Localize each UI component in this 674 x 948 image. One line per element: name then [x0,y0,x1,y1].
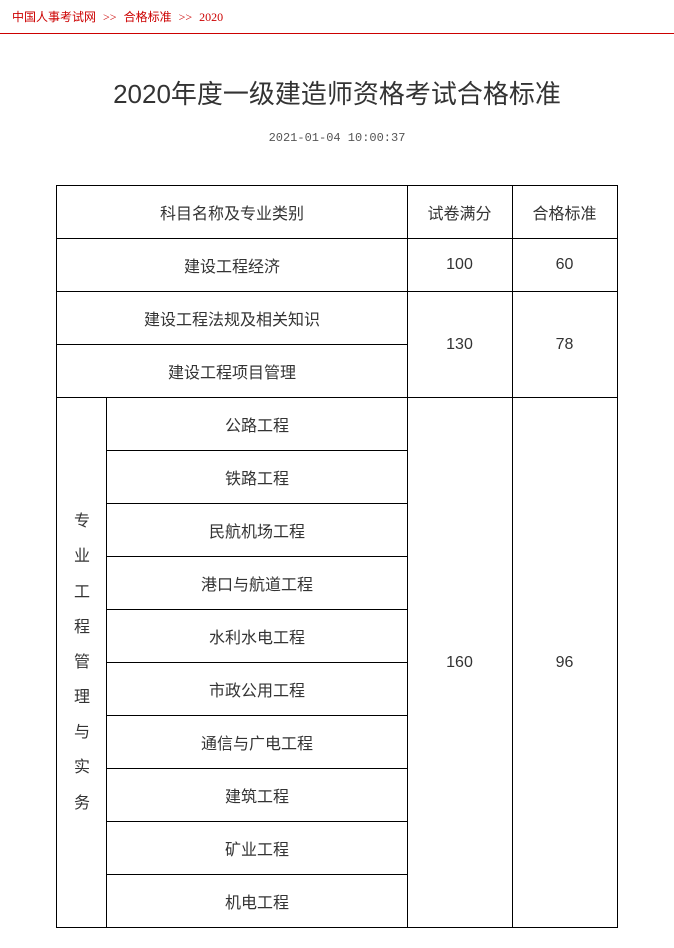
header-pass: 合格标准 [512,186,617,239]
breadcrumb: 中国人事考试网 >> 合格标准 >> 2020 [0,0,674,34]
subject-cell: 建设工程项目管理 [57,345,407,398]
page-content: 2020年度一级建造师资格考试合格标准 2021-01-04 10:00:37 … [0,34,674,948]
full-cell: 160 [407,398,512,928]
major-cell: 水利水电工程 [107,610,407,663]
major-cell: 公路工程 [107,398,407,451]
major-cell: 建筑工程 [107,769,407,822]
group-label: 专业工程管理与实务 [57,398,107,928]
table-row: 建设工程法规及相关知识 130 78 [57,292,617,345]
header-subject: 科目名称及专业类别 [57,186,407,239]
timestamp: 2021-01-04 10:00:37 [30,131,644,145]
breadcrumb-sep: >> [103,10,117,24]
subject-cell: 建设工程法规及相关知识 [57,292,407,345]
major-cell: 市政公用工程 [107,663,407,716]
header-full: 试卷满分 [407,186,512,239]
major-cell: 机电工程 [107,875,407,928]
subject-cell: 建设工程经济 [57,239,407,292]
score-table: 科目名称及专业类别 试卷满分 合格标准 建设工程经济 100 60 建设工程法规… [56,185,617,928]
breadcrumb-sep: >> [179,10,193,24]
full-cell: 100 [407,239,512,292]
table-row: 专业工程管理与实务 公路工程 160 96 [57,398,617,451]
pass-cell: 96 [512,398,617,928]
pass-cell: 60 [512,239,617,292]
major-cell: 民航机场工程 [107,504,407,557]
major-cell: 通信与广电工程 [107,716,407,769]
pass-cell: 78 [512,292,617,398]
table-header-row: 科目名称及专业类别 试卷满分 合格标准 [57,186,617,239]
breadcrumb-section[interactable]: 合格标准 [124,10,172,24]
major-cell: 矿业工程 [107,822,407,875]
major-cell: 港口与航道工程 [107,557,407,610]
breadcrumb-current: 2020 [199,10,223,24]
page-title: 2020年度一级建造师资格考试合格标准 [30,74,644,111]
major-cell: 铁路工程 [107,451,407,504]
breadcrumb-home[interactable]: 中国人事考试网 [12,10,96,24]
full-cell: 130 [407,292,512,398]
table-row: 建设工程经济 100 60 [57,239,617,292]
